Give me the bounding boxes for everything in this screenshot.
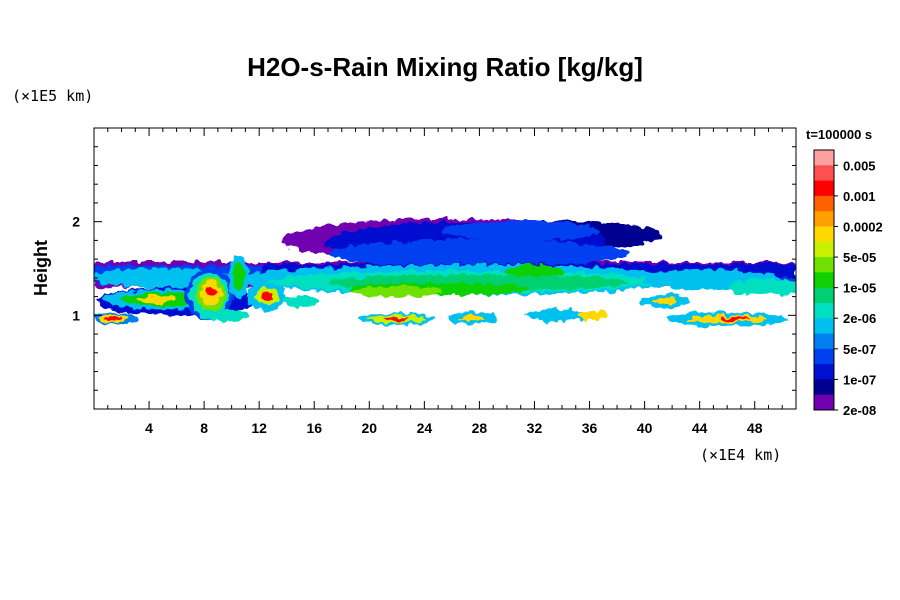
colorbar-label: 1e-05 bbox=[843, 281, 876, 296]
colorbar-swatch bbox=[814, 379, 834, 396]
colorbar-label: 2e-08 bbox=[843, 403, 876, 418]
colorbar-swatch bbox=[814, 333, 834, 350]
contour-patch bbox=[719, 317, 750, 322]
colorbar-label: 5e-07 bbox=[843, 342, 876, 357]
contour-patch bbox=[728, 279, 796, 296]
x-tick-label: 44 bbox=[692, 420, 708, 436]
colorbar-swatch bbox=[814, 287, 834, 304]
contour-patch bbox=[351, 286, 442, 297]
y-tick-label: 2 bbox=[72, 214, 80, 230]
colorbar-swatch bbox=[814, 211, 834, 227]
contour-patch bbox=[135, 295, 176, 304]
colorbar-swatch bbox=[814, 180, 834, 197]
colorbar-swatch bbox=[814, 257, 834, 273]
colorbar-swatch bbox=[814, 364, 834, 380]
y-axis: 12 bbox=[72, 146, 796, 391]
colorbar-label: 5e-05 bbox=[843, 250, 876, 265]
y-axis-label: Height bbox=[31, 240, 51, 296]
colorbar-frame bbox=[813, 149, 835, 411]
contour-patch bbox=[440, 221, 601, 242]
contour-patch bbox=[653, 298, 678, 305]
x-unit-label: (×1E4 km) bbox=[700, 446, 781, 464]
y-tick-label: 1 bbox=[72, 307, 80, 323]
x-axis: 4 8 12 16 20 24 28 32 36 40 44 48 bbox=[107, 128, 783, 436]
plot-frame bbox=[93, 127, 797, 410]
colorbar-label: 1e-07 bbox=[843, 372, 876, 387]
contour-patch bbox=[525, 308, 586, 323]
contour-patch bbox=[579, 310, 608, 321]
contour-patch bbox=[504, 265, 565, 278]
x-tick-label: 4 bbox=[145, 420, 153, 436]
colorbar: 0.005 0.001 0.0002 5e-05 1e-05 2e-06 5e-07 1e-0… bbox=[813, 149, 883, 418]
colorbar-swatch bbox=[814, 241, 834, 258]
x-tick-label: 40 bbox=[637, 420, 653, 436]
colorbar-swatch bbox=[814, 394, 834, 411]
chart-title: H2O-s-Rain Mixing Ratio [kg/kg] bbox=[247, 52, 643, 82]
colorbar-swatch bbox=[814, 318, 834, 334]
contour-patch bbox=[282, 295, 319, 308]
x-tick-label: 36 bbox=[582, 420, 598, 436]
time-label: t=100000 s bbox=[806, 127, 872, 142]
y-unit-label: (×1E5 km) bbox=[12, 87, 93, 105]
x-tick-label: 32 bbox=[527, 420, 543, 436]
x-tick-label: 16 bbox=[306, 420, 322, 436]
colorbar-label: 2e-06 bbox=[843, 311, 876, 326]
contour-patch bbox=[329, 239, 630, 268]
x-tick-label: 48 bbox=[747, 420, 763, 436]
contour-patch bbox=[384, 317, 409, 322]
x-tick-label: 12 bbox=[251, 420, 267, 436]
colorbar-label: 0.001 bbox=[843, 189, 876, 204]
colorbar-swatch bbox=[814, 348, 834, 365]
colorbar-swatch bbox=[814, 165, 834, 181]
colorbar-swatch bbox=[814, 195, 834, 212]
x-tick-label: 28 bbox=[472, 420, 488, 436]
contour-patch bbox=[261, 291, 274, 302]
contour-field bbox=[94, 218, 796, 327]
x-tick-label: 20 bbox=[362, 420, 378, 436]
colorbar-label: 0.005 bbox=[843, 158, 876, 173]
contour-patch bbox=[205, 284, 217, 297]
contour-patch bbox=[232, 261, 245, 290]
x-tick-label: 8 bbox=[200, 420, 208, 436]
colorbar-swatch bbox=[814, 150, 834, 166]
x-tick-label: 24 bbox=[417, 420, 433, 436]
colorbar-swatch bbox=[814, 272, 834, 289]
contour-patch bbox=[460, 315, 485, 322]
contour-patch bbox=[106, 316, 123, 321]
colorbar-swatch bbox=[814, 226, 834, 243]
colorbar-label: 0.0002 bbox=[843, 219, 883, 234]
colorbar-swatch bbox=[814, 302, 834, 319]
contour-patch bbox=[199, 309, 250, 322]
